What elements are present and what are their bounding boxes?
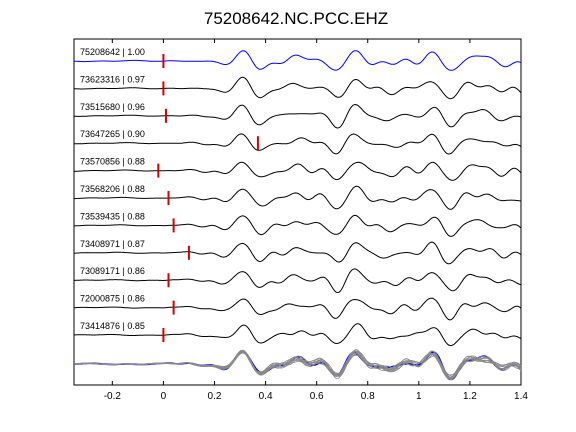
plot-area [73,38,522,386]
trace-73623316: 73623316 | 0.97 [74,74,522,100]
x-tick-label: 0.8 [361,391,375,402]
trace-75208642: 75208642 | 1.00 [73,47,522,71]
x-tick-label: 0.6 [310,391,324,402]
trace-line [73,50,522,71]
trace-label: 73414876 | 0.85 [80,321,145,331]
trace-73089171: 73089171 | 0.86 [73,266,522,294]
x-tick-label: 1 [416,391,422,402]
trace-line [74,185,522,210]
x-tick-label: 0.2 [208,391,222,402]
trace-73570856: 73570856 | 0.88 [74,157,522,181]
x-axis: -0.2 0 0.2 0.4 0.6 0.8 1 1.2 1.4 [104,39,528,402]
trace-73647265: 73647265 | 0.90 [73,129,522,155]
stack-trace [73,350,522,379]
trace-label: 73647265 | 0.90 [80,129,145,139]
trace-73539435: 73539435 | 0.88 [74,211,522,237]
trace-label: 73570856 | 0.88 [80,157,145,167]
trace-72000875: 72000875 | 0.86 [74,294,522,321]
x-tick-label: 0 [161,391,167,402]
trace-line [73,103,522,129]
trace-label: 73539435 | 0.88 [80,211,145,221]
trace-line [73,323,522,347]
trace-label: 72000875 | 0.86 [80,294,145,304]
trace-label: 73089171 | 0.86 [80,266,145,276]
traces-layer: 75208642 | 1.00 73623316 | 0.97 73515680 |… [73,47,522,347]
trace-line [74,214,522,237]
trace-line [73,268,522,294]
trace-line [74,297,522,321]
trace-label: 73623316 | 0.97 [80,74,145,84]
trace-line [74,161,522,181]
trace-73408971: 73408971 | 0.87 [74,239,522,265]
stack-overlay [73,349,522,381]
x-tick-label: 1.2 [463,391,477,402]
trace-label: 75208642 | 1.00 [80,47,145,57]
x-tick-label: 0.4 [259,391,273,402]
trace-label: 73515680 | 0.96 [80,102,145,112]
x-tick-label: 1.4 [514,391,528,402]
trace-73568206: 73568206 | 0.88 [74,184,522,210]
trace-line [74,241,522,265]
trace-line [74,76,522,100]
trace-label: 73568206 | 0.88 [80,184,145,194]
chart-title: 75208642.NC.PCC.EHZ [204,9,388,28]
trace-label: 73408971 | 0.87 [80,239,145,249]
trace-73414876: 73414876 | 0.85 [73,321,522,347]
trace-line [73,133,522,155]
x-tick-label: -0.2 [104,391,122,402]
trace-73515680: 73515680 | 0.96 [73,102,522,129]
